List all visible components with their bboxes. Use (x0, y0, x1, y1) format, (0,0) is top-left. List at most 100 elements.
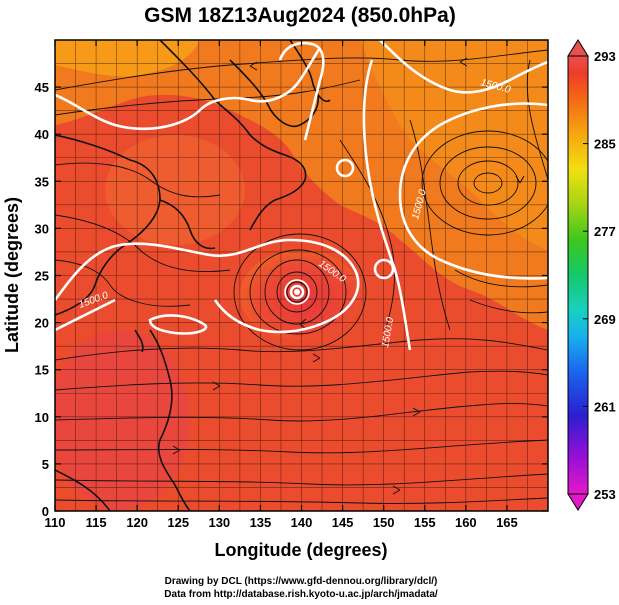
credit-drawing: Drawing by DCL (https://www.gfd-dennou.o… (165, 576, 438, 587)
typhoon-stream-ring (233, 233, 367, 351)
y-tick-label: 15 (35, 363, 49, 378)
y-tick-label: 20 (35, 316, 49, 331)
streamline (55, 338, 548, 361)
x-tick-label: 150 (373, 515, 395, 530)
y-tick-label: 0 (42, 504, 49, 519)
x-tick-label: 145 (332, 515, 354, 530)
typhoon-stream-ring (276, 271, 318, 313)
streamline (409, 119, 451, 331)
x-axis-ticks: 110 115 120 125 130 135 140 145 150 155 160 165 (45, 40, 518, 530)
height-contour (379, 40, 548, 94)
streamline (55, 403, 548, 422)
colorbar: 253 261 269 277 285 293 (567, 39, 616, 511)
height-contour (55, 298, 116, 332)
height-contour (362, 59, 412, 351)
typhoon-warm-core (240, 250, 360, 340)
streamline (454, 269, 548, 288)
colorbar-tick-label: 285 (594, 137, 616, 152)
stream-arrow (172, 445, 181, 455)
china-coast (55, 134, 161, 316)
y-tick-label: 10 (35, 410, 49, 425)
stream-arrows (172, 57, 525, 495)
x-tick-label: 110 (45, 515, 66, 530)
x-tick-label: 165 (496, 515, 518, 530)
y-tick-label: 35 (35, 174, 49, 189)
y-tick-label: 5 (42, 457, 49, 472)
honshu-coast (229, 59, 320, 127)
colorbar-tick-label: 253 (594, 487, 616, 502)
typhoon-stream-ring (249, 249, 347, 335)
height-contours (55, 40, 548, 351)
korea-coast (159, 199, 216, 250)
height-contour (55, 47, 322, 131)
colorbar-tick-label: 269 (594, 312, 616, 327)
colorbar-ticks: 253 261 269 277 285 293 (583, 49, 616, 502)
colorbar-gradient (567, 55, 589, 495)
streamline (55, 162, 221, 198)
contour-label: 1500.0 (380, 316, 396, 348)
x-tick-label: 130 (208, 515, 230, 530)
y-tick-label: 30 (35, 221, 49, 236)
map-title: GSM 18Z13Aug2024 (850.0hPa) (144, 4, 456, 27)
y-axis-label: Latitude (degrees) (2, 197, 22, 353)
streamline (55, 259, 191, 307)
colorbar-min-arrow (567, 493, 589, 511)
height-contour (284, 279, 310, 305)
x-tick-label: 135 (250, 515, 272, 530)
x-tick-label: 115 (86, 515, 107, 530)
stream-arrow (392, 485, 401, 495)
y-axis-ticks: 0 5 10 15 20 25 30 35 40 45 (35, 80, 548, 519)
streamlines (55, 49, 548, 504)
stream-arrow (312, 353, 321, 363)
streamline (55, 439, 548, 454)
height-contour (148, 314, 208, 335)
stream-arrow (412, 407, 421, 417)
typhoon-stream-ring (286, 281, 308, 303)
x-tick-label: 160 (455, 515, 477, 530)
x-axis-label: Longitude (degrees) (214, 540, 387, 560)
anticyclone-stream-ring (439, 146, 537, 220)
streamline (469, 299, 548, 314)
colorbar-max-arrow (567, 39, 589, 57)
stream-arrow (249, 61, 258, 71)
streamline (55, 49, 548, 91)
anticyclone-region (360, 40, 548, 250)
streamline (339, 139, 396, 331)
height-contour (398, 102, 548, 280)
height-contour (373, 258, 395, 280)
continental-warm-patch (105, 135, 245, 245)
stream-arrow (212, 381, 221, 391)
anticyclone-stream-ring (421, 130, 548, 236)
southern-warm-patch (55, 330, 190, 510)
height-contour (278, 41, 325, 141)
stream-arrow (515, 175, 525, 184)
y-tick-label: 40 (35, 127, 49, 142)
height-contour (55, 238, 360, 334)
northern-cool-patch (55, 40, 200, 77)
x-tick-label: 125 (167, 515, 189, 530)
typhoon-stream-ring (264, 259, 330, 325)
anticyclone-stream-ring (473, 172, 503, 194)
hokkaido-coast (289, 40, 331, 102)
philippines-coast (149, 329, 191, 511)
x-tick-label: 155 (414, 515, 436, 530)
typhoon-center-mark (294, 289, 300, 295)
height-contour (335, 158, 355, 178)
streamline (526, 59, 548, 181)
map-plot-area: 1500.0 1500.0 1500.0 1500.0 1500.0 (55, 40, 548, 511)
y-tick-label: 25 (35, 269, 49, 284)
height-contour (289, 284, 305, 300)
colorbar-tick-label: 277 (594, 224, 616, 239)
streamline (55, 370, 548, 391)
x-tick-label: 140 (291, 515, 313, 530)
japan-coast (159, 40, 307, 231)
credit-data: Data from http://database.rish.kyoto-u.a… (164, 589, 438, 600)
colorbar-tick-label: 261 (594, 399, 616, 414)
borneo-coast (55, 469, 111, 511)
streamline (55, 214, 231, 273)
y-tick-label: 45 (35, 80, 49, 95)
x-tick-label: 120 (126, 515, 148, 530)
streamline (55, 473, 548, 486)
coastlines (55, 40, 331, 511)
